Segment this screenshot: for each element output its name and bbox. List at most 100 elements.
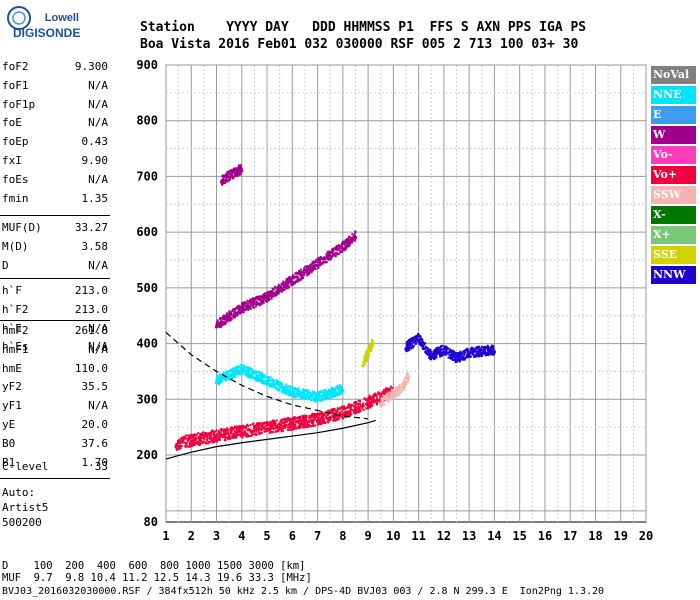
echo-dot [219, 321, 222, 324]
echo-dot [238, 365, 241, 368]
echo-dot [249, 374, 252, 377]
echo-dot [223, 182, 226, 185]
echo-dot [304, 418, 307, 421]
echo-dot [489, 352, 492, 355]
echo-dot [461, 357, 464, 360]
echo-dot [329, 257, 332, 260]
echo-dot [333, 390, 336, 393]
echo-dot [394, 394, 397, 397]
echo-dot [426, 353, 429, 356]
echo-dot [250, 431, 253, 434]
param-name: D [2, 258, 9, 272]
param-row: h`F2 213.0 [0, 301, 110, 320]
echo-dot [313, 261, 316, 264]
echo-dot [226, 315, 229, 318]
echo-dot [457, 356, 460, 359]
echo-dot [250, 300, 253, 303]
echo-dot [196, 440, 199, 443]
echo-dot [219, 326, 222, 329]
echo-dot [387, 398, 390, 401]
echo-dot [238, 173, 241, 176]
echo-dot [392, 391, 395, 394]
echo-dot [333, 417, 336, 420]
echo-dot [284, 281, 287, 284]
echo-dot [487, 351, 490, 354]
echo-dot [236, 434, 239, 437]
echo-dot [278, 382, 281, 385]
echo-dot [289, 419, 292, 422]
echo-dot [346, 241, 349, 244]
echo-dot [247, 307, 250, 310]
echo-dot [294, 388, 297, 391]
echo-dot [432, 350, 435, 353]
echo-dot [301, 392, 304, 395]
echo-dot [266, 423, 269, 426]
legend-item: SSW [651, 186, 696, 204]
echo-dot [242, 366, 245, 369]
echo-dot [189, 433, 192, 436]
x-tick-label: 13 [462, 529, 476, 543]
echo-dot [307, 420, 310, 423]
echo-dot [212, 432, 215, 435]
echo-dot [190, 444, 193, 447]
echo-dot [244, 432, 247, 435]
echo-dot [324, 398, 327, 401]
echo-dot [221, 380, 224, 383]
echo-dot [425, 351, 428, 354]
echo-dot [453, 352, 456, 355]
echo-dot [438, 351, 441, 354]
echo-dot [289, 283, 292, 286]
echo-dot [387, 401, 390, 404]
echo-dot [342, 407, 345, 410]
echo-dot [412, 341, 415, 344]
echo-dot [414, 335, 417, 338]
echo-dot [337, 394, 340, 397]
echo-dot [253, 426, 256, 429]
echo-dot [251, 303, 254, 306]
echo-dot [249, 373, 252, 376]
echo-dot [318, 422, 321, 425]
divider [0, 278, 110, 279]
echo-dot [278, 286, 281, 289]
echo-dot [251, 423, 254, 426]
echo-dot [194, 433, 197, 436]
echo-dot [338, 384, 341, 387]
echo-dot [254, 305, 257, 308]
echo-dot [297, 389, 300, 392]
echo-dot [272, 419, 275, 422]
echo-dot [319, 264, 322, 267]
echo-dot [318, 416, 321, 419]
echo-dot [481, 345, 484, 348]
echo-dot [354, 402, 357, 405]
echo-dot [266, 421, 269, 424]
x-tick-label: 18 [588, 529, 602, 543]
echo-dot [176, 439, 179, 442]
echo-dot [330, 394, 333, 397]
param-name: yF2 [2, 380, 22, 394]
echo-dot [232, 176, 235, 179]
echo-dot [199, 442, 202, 445]
echo-dot [255, 429, 258, 432]
echo-dot [247, 366, 250, 369]
param-value: N/A [88, 342, 108, 356]
echo-dot [382, 390, 385, 393]
echo-dot [290, 394, 293, 397]
echo-dot [481, 352, 484, 355]
echo-dot [184, 444, 187, 447]
echo-dot [188, 443, 191, 446]
echo-dot [284, 389, 287, 392]
echo-dot [268, 423, 271, 426]
echo-dot [395, 387, 398, 390]
trace-point [230, 174, 234, 178]
echo-dot [224, 178, 227, 181]
echo-dot [252, 429, 255, 432]
digisonde-logo: Lowell DIGISONDE [5, 4, 85, 50]
echo-dot [322, 396, 325, 399]
echo-dot [444, 352, 447, 355]
echo-dot [368, 345, 371, 348]
param-row: B0 37.6 [0, 435, 110, 454]
echo-dot [349, 414, 352, 417]
echo-dot [406, 348, 409, 351]
echo-dot [297, 393, 300, 396]
divider [0, 478, 110, 479]
